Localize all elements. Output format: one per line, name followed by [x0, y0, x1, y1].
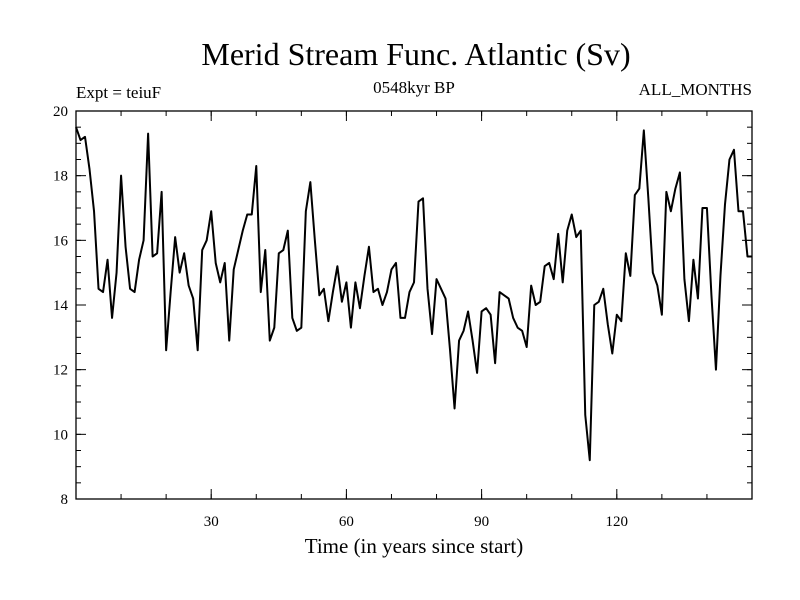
chart-subtitle-right: ALL_MONTHS: [639, 80, 752, 99]
chart-subtitle-center: 0548kyr BP: [373, 78, 455, 97]
x-tick-label: 30: [204, 514, 219, 530]
x-tick-label: 120: [606, 514, 629, 530]
x-axis-label: Time (in years since start): [305, 534, 524, 558]
y-tick-label: 14: [53, 298, 69, 314]
series-line: [75, 126, 752, 462]
axis-tick-labels: 30 60 90 120 8 10 12 14 16 18 20: [53, 104, 628, 530]
y-tick-label: 16: [53, 233, 69, 249]
x-tick-label: 90: [474, 514, 489, 530]
x-tick-label: 60: [339, 514, 354, 530]
axis-ticks: [76, 110, 752, 500]
chart-title: Merid Stream Func. Atlantic (Sv): [201, 36, 630, 72]
y-tick-label: 8: [61, 492, 69, 508]
plot-frame: [75, 110, 753, 500]
y-tick-label: 12: [53, 363, 68, 379]
y-tick-label: 10: [53, 427, 68, 443]
y-tick-label: 18: [53, 169, 68, 185]
chart-subtitle-left: Expt = teiuF: [76, 83, 161, 102]
y-tick-label: 20: [53, 104, 68, 120]
